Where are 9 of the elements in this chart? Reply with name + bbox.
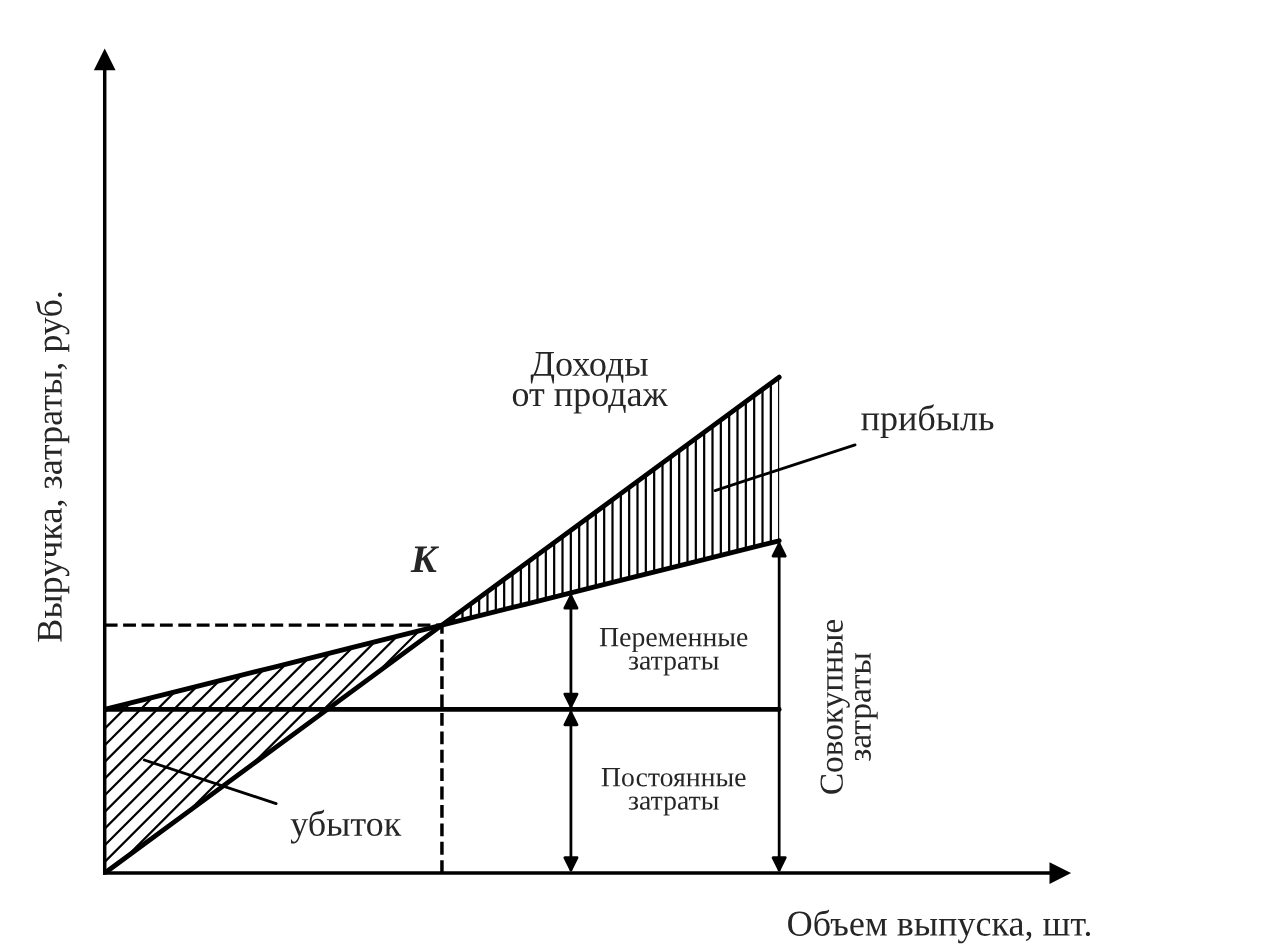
annotation: Постоянные затраты <box>601 768 746 816</box>
annotation: прибыль <box>861 404 994 438</box>
annotation: Доходы от продаж <box>512 352 668 414</box>
annotation: убыток <box>290 809 402 844</box>
annotation: K <box>410 546 440 572</box>
y-axis-title: Выручка, затраты, руб. <box>35 292 70 642</box>
annotation: Совокупные затраты <box>820 619 878 794</box>
x-axis-title: Объем выпуска, шт. <box>788 909 1091 944</box>
annotation: Переменные затраты <box>599 628 748 676</box>
